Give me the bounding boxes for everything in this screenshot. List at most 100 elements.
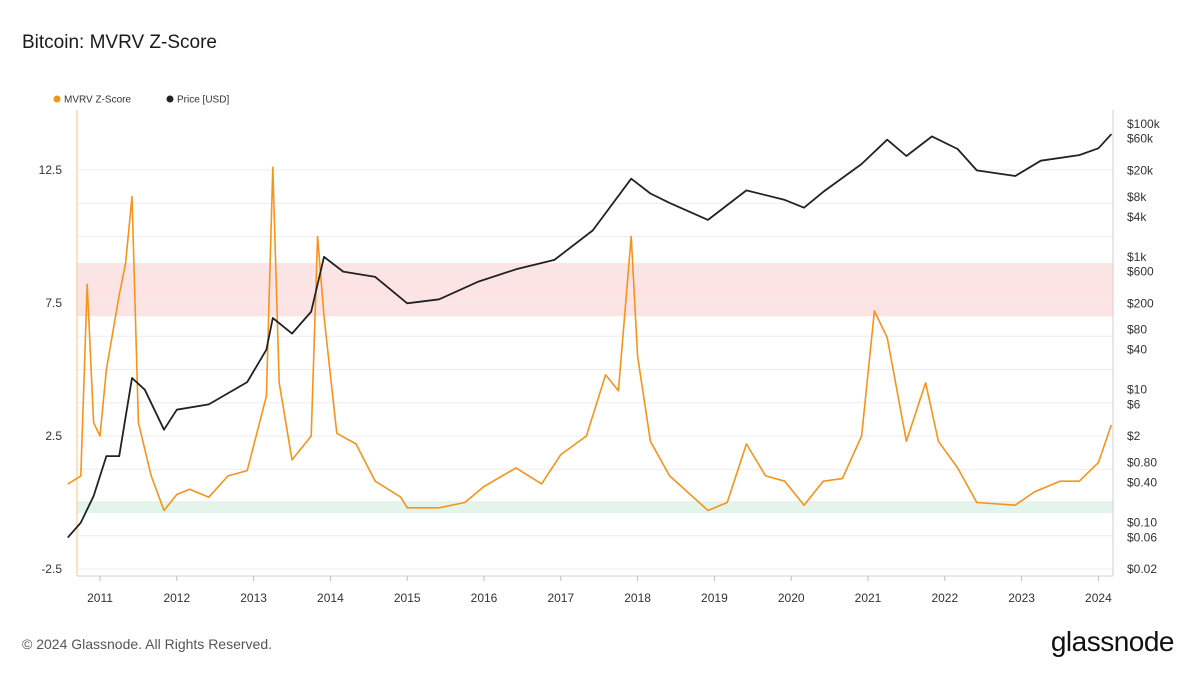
x-tick-label: 2023: [1008, 591, 1035, 605]
mvrv-point: [336, 432, 338, 434]
mvrv-point: [438, 507, 440, 509]
mvrv-point: [841, 477, 844, 480]
right-tick-label: $200: [1127, 296, 1154, 310]
mvrv-point: [355, 443, 357, 445]
price-point: [803, 207, 805, 209]
price-point: [1078, 154, 1080, 156]
mvrv-point: [118, 294, 120, 296]
right-tick-label: $40: [1127, 343, 1147, 357]
mvrv-point: [406, 507, 408, 509]
mvrv-point: [105, 368, 107, 371]
price-point: [707, 219, 709, 221]
price-point: [1097, 147, 1099, 149]
right-tick-label: $60k: [1127, 132, 1154, 146]
mvrv-point: [176, 493, 178, 496]
axes: -2.5 2.5 7.5 12.5 $0.02 $0.06$0.10 $0.40 $0.80 $…: [39, 110, 1161, 605]
mvrv-point: [886, 336, 888, 339]
mvrv-point: [726, 501, 728, 504]
price-point: [310, 310, 312, 313]
valuation-bands: [77, 263, 1113, 514]
mvrv-point: [745, 443, 748, 445]
price-point: [163, 429, 165, 431]
x-tick-label: 2017: [547, 591, 574, 605]
right-tick-label: $4k: [1127, 210, 1147, 224]
price-point: [342, 270, 344, 273]
price-point: [649, 192, 652, 195]
price-point: [105, 455, 107, 457]
red-band: [77, 263, 1113, 317]
mvrv-point: [1078, 480, 1080, 482]
mvrv-point: [163, 509, 165, 512]
right-tick-label: $0.10: [1127, 516, 1157, 530]
mvrv-point: [784, 480, 786, 482]
x-tick-label: 2022: [931, 591, 958, 605]
mvrv-point: [1014, 504, 1016, 506]
page-title: Bitcoin: MVRV Z-Score: [22, 32, 217, 53]
x-tick-label: 2016: [471, 591, 498, 605]
mvrv-point: [976, 501, 978, 504]
mvrv-point: [541, 483, 543, 485]
right-tick-label: $0.06: [1127, 530, 1157, 544]
mvrv-point: [265, 395, 267, 397]
mvrv-point: [560, 454, 562, 456]
mvrv-point: [803, 504, 805, 506]
right-tick-label: $1k: [1127, 250, 1147, 264]
copyright: © 2024 Glassnode. All Rights Reserved.: [22, 636, 273, 652]
right-tick-label: $600: [1127, 265, 1154, 279]
price-point: [630, 178, 632, 180]
mvrv-point: [585, 435, 588, 437]
mvrv-point: [272, 166, 274, 168]
mvrv-point: [617, 390, 620, 392]
price-point: [931, 135, 933, 138]
mvrv-point: [1110, 424, 1112, 426]
price-point: [208, 403, 210, 406]
price-point: [515, 268, 517, 270]
right-tick-label: $10: [1127, 383, 1147, 397]
price-point: [272, 317, 274, 319]
price-point: [669, 202, 671, 204]
right-tick-label: $8k: [1127, 190, 1147, 204]
glassnode-logo[interactable]: glassnode: [1050, 626, 1175, 657]
mvrv-point: [400, 496, 402, 498]
legend-label: MVRV Z-Score: [64, 95, 131, 106]
mvrv-point: [605, 374, 607, 376]
x-tick-label: 2014: [317, 591, 344, 605]
mvrv-point: [374, 480, 376, 482]
left-tick-label: -2.5: [41, 562, 62, 576]
mvrv-point: [150, 475, 152, 477]
price-point: [886, 139, 888, 141]
mvrv-point: [630, 235, 632, 238]
legend-swatch: [53, 95, 61, 103]
mvrv-point: [637, 355, 639, 357]
mvrv-point: [861, 435, 863, 437]
price-point: [477, 281, 479, 283]
right-tick-label: $0.40: [1127, 476, 1157, 490]
mvrv-point: [873, 310, 876, 312]
price-point: [144, 389, 146, 391]
x-tick-label: 2019: [701, 591, 728, 605]
mvrv-point: [925, 382, 927, 384]
mvrv-zscore-line: [67, 166, 1112, 512]
price-point: [1014, 175, 1016, 177]
price-point: [291, 332, 293, 335]
mvrv-point: [765, 475, 767, 477]
x-tick-label: 2012: [163, 591, 190, 605]
mvrv-point: [649, 440, 652, 442]
mvrv-point: [483, 485, 485, 488]
mvrv-point: [125, 262, 127, 264]
mvrv-point: [905, 440, 908, 442]
green-band: [77, 501, 1113, 514]
x-tick-label: 2013: [240, 591, 267, 605]
price-point: [553, 259, 556, 261]
mvrv-point: [278, 382, 280, 384]
right-tick-label: $6: [1127, 397, 1141, 411]
grid-lines: [77, 169, 1113, 570]
price-point: [592, 229, 594, 232]
x-tick-label: 2018: [624, 591, 651, 605]
price-point: [1110, 133, 1112, 135]
price-point: [93, 495, 95, 497]
mvrv-point: [464, 501, 466, 504]
right-tick-label: $100k: [1127, 117, 1161, 131]
right-tick-label: $2: [1127, 429, 1141, 443]
